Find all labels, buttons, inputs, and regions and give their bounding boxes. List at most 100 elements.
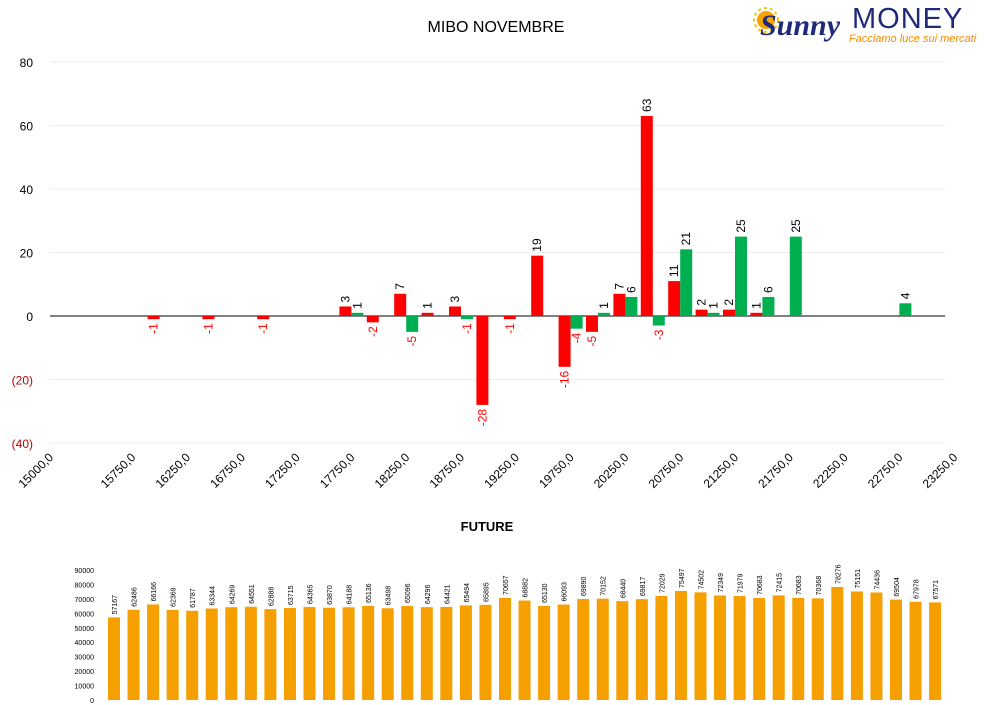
future-bar [694,592,707,700]
future-y-tick-label: 70000 [75,597,95,604]
logo-word-sunny: Sunny [760,9,841,42]
bar [558,316,571,367]
bar-value-label: 2 [722,299,736,306]
future-y-tick-label: 20000 [75,669,95,676]
bar [449,306,461,316]
future-bar [440,606,453,700]
y-tick-label: 0 [26,310,33,324]
future-value-label: 64188 [347,585,354,605]
bar [707,312,720,316]
bar [750,312,763,316]
future-value-label: 57167 [112,595,119,615]
future-value-label: 69890 [581,576,588,596]
future-bar [127,609,140,700]
future-y-tick-label: 40000 [75,640,95,647]
x-tick-label: 15000,0 [16,450,57,491]
bar [461,316,473,320]
future-value-label: 64551 [249,584,256,604]
future-bar [557,604,570,700]
future-value-label: 67978 [914,579,921,599]
future-bar [596,598,609,700]
bar [147,316,160,320]
x-tick-label: 21750,0 [755,450,796,491]
future-bar [733,596,746,700]
future-value-label: 64269 [229,585,236,605]
future-value-label: 72029 [659,573,666,593]
future-bar [225,607,238,700]
bar [762,296,775,316]
future-value-label: 64421 [444,584,451,604]
x-tick-label: 20750,0 [646,450,687,491]
future-bar [890,599,902,700]
future-bar [362,605,375,700]
bar-value-label: -28 [475,409,489,427]
bar-value-label: 25 [734,219,748,233]
bar-value-label: 25 [789,219,803,233]
future-bar [205,608,218,700]
future-value-label: 63498 [386,586,393,606]
x-tick-label: 19750,0 [536,450,577,491]
future-value-label: 70683 [757,575,764,595]
future-bar [518,600,531,700]
future-bar [909,601,922,700]
bar [899,303,912,316]
future-value-label: 72349 [718,573,725,593]
bar [421,312,434,316]
future-value-label: 67571 [933,580,940,600]
future-value-label: 69504 [894,577,901,597]
bar [202,316,215,320]
future-value-label: 65494 [464,583,471,603]
sun-icon [753,7,779,33]
logo-graphic: Sunny MONEY Facciamo luce sui mercati [753,3,977,45]
x-tick-label: 22250,0 [810,450,851,491]
future-bar [244,606,257,700]
future-bar [929,602,942,700]
bar-value-label: -1 [256,323,270,334]
bar [503,316,516,320]
bar-value-label: 7 [612,283,626,290]
x-tick-label: 19250,0 [481,450,522,491]
future-bar [714,595,727,700]
bar-value-label: -1 [147,323,161,334]
bar [680,249,693,316]
y-tick-label: 80 [20,56,34,70]
bar-value-label: 1 [749,302,763,309]
bar-value-label: 1 [597,302,611,309]
bar [339,306,352,316]
bar [598,312,610,316]
bar-value-label: 63 [640,98,654,112]
bar-value-label: 1 [707,302,721,309]
bar [531,255,544,316]
future-chart: FUTURE 90000 80000 70000 60000 50000 40000 300… [75,519,942,705]
bar [735,236,747,316]
future-data-labels: 57167 62486 66166 62369 61787 63344 64269 64551… [112,564,940,614]
future-bar [577,599,590,700]
future-value-label: 63870 [327,585,334,605]
future-bar [870,592,883,700]
bar [640,115,653,316]
future-value-label: 62888 [268,587,275,607]
x-tick-label: 16250,0 [153,450,194,491]
future-value-label: 72415 [777,573,784,593]
bar [668,281,681,316]
future-bar [381,608,394,700]
future-value-label: 74436 [874,570,881,590]
future-bar [264,609,277,700]
future-value-label: 64365 [308,584,315,604]
bar-value-label: -16 [558,370,572,388]
y-tick-label: 20 [20,247,34,261]
future-value-label: 75151 [855,569,862,589]
bar-value-label: -2 [366,326,380,337]
bars [147,115,912,405]
future-bar [499,597,511,700]
bar [625,296,638,316]
future-value-label: 63715 [288,585,295,605]
bar [652,316,665,326]
future-value-label: 70368 [816,576,823,596]
future-value-label: 62486 [132,587,139,607]
logo-tagline: Facciamo luce sui mercati [849,33,977,45]
future-bar [753,597,766,700]
future-value-label: 65130 [542,583,549,603]
future-value-label: 66166 [151,582,158,602]
